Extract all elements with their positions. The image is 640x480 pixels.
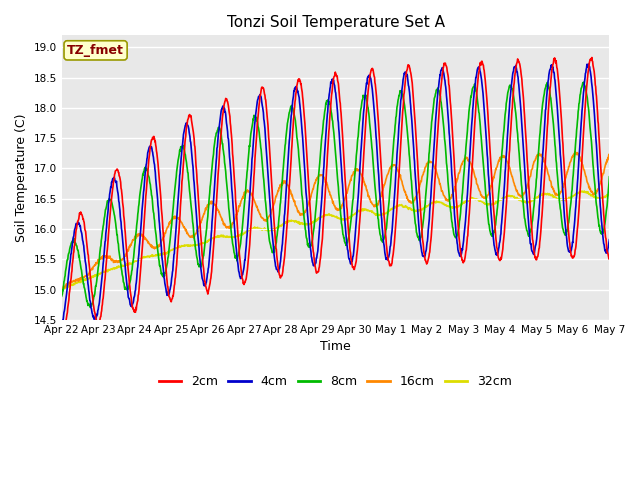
Y-axis label: Soil Temperature (C): Soil Temperature (C) bbox=[15, 113, 28, 242]
Text: TZ_fmet: TZ_fmet bbox=[67, 44, 124, 57]
Title: Tonzi Soil Temperature Set A: Tonzi Soil Temperature Set A bbox=[227, 15, 445, 30]
Legend: 2cm, 4cm, 8cm, 16cm, 32cm: 2cm, 4cm, 8cm, 16cm, 32cm bbox=[154, 370, 517, 393]
X-axis label: Time: Time bbox=[320, 340, 351, 353]
